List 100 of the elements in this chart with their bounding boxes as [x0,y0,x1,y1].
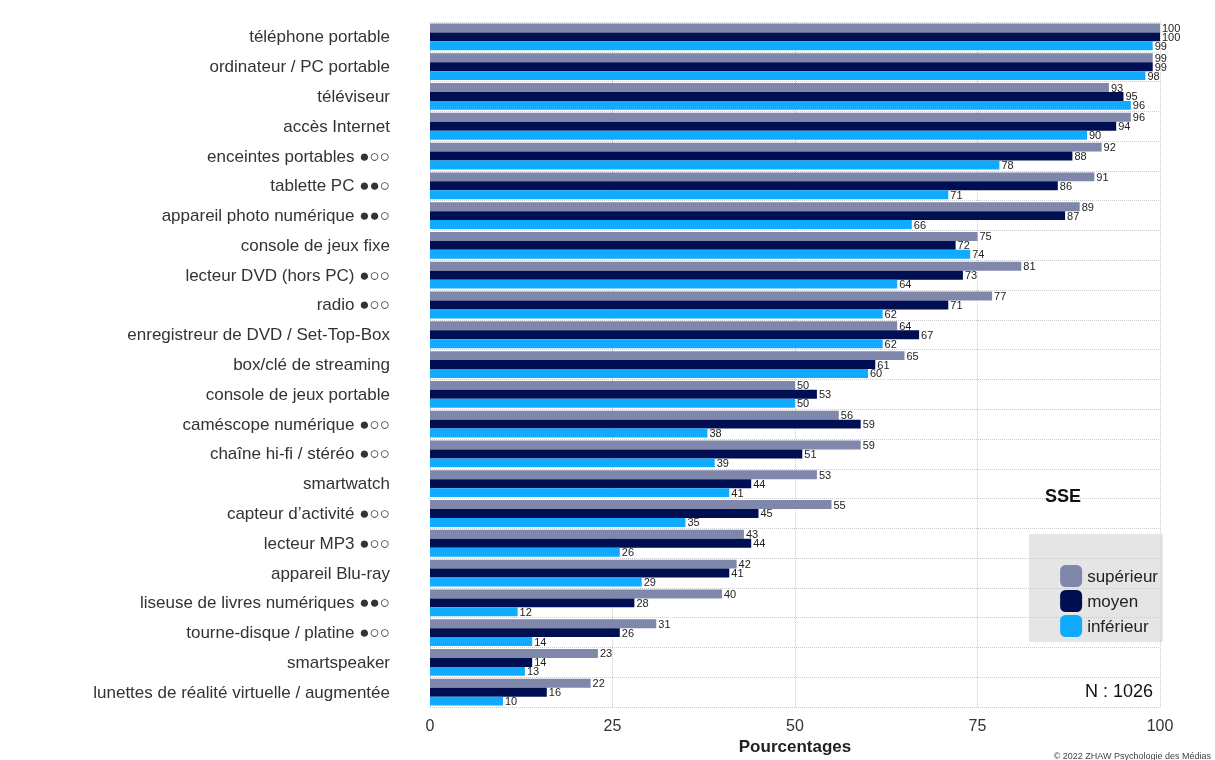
data-label: 35 [687,516,700,529]
data-label: 26 [621,626,635,639]
data-label: 72 [957,239,970,252]
data-label: 71 [950,298,963,311]
bar [430,428,708,438]
bar [430,687,547,697]
bar [430,628,620,638]
bar [430,181,1058,191]
x-tick-label: 50 [786,716,804,734]
bar [430,619,657,629]
data-label: 77 [994,290,1007,303]
y-tick-label: ordinateur / PC portable [209,57,390,77]
bar [430,41,1153,51]
bar [430,637,533,647]
y-tick-label: lecteur MP3 ●○○ [263,533,390,553]
annotation: N : 1026 [1084,681,1153,701]
bar [430,62,1153,72]
y-tick-label: lunettes de réalité virtuelle / augmentée [93,682,390,702]
y-tick-label: appareil photo numérique ●●○ [161,206,390,226]
y-tick-label: téléviseur [317,86,391,106]
data-label: 29 [643,575,656,588]
y-tick-label: appareil Blu-ray [270,563,391,583]
bar [430,488,730,498]
bar [430,509,759,518]
y-tick-label: enceintes portables ●○○ [207,146,390,166]
bar [430,538,752,548]
bar [430,279,898,289]
data-label: 55 [833,498,846,511]
y-tick-label: console de jeux fixe [240,235,390,255]
data-label: 26 [621,546,635,559]
data-label: 98 [1147,69,1160,82]
bar [430,440,861,450]
bar [430,53,1153,63]
data-label: 23 [599,647,613,660]
data-label: 64 [899,278,912,291]
data-label: 10 [505,695,518,708]
bar [430,360,876,370]
data-label: 39 [716,456,729,469]
data-label: 87 [1067,209,1080,222]
data-label: 67 [921,328,934,341]
bar [430,500,832,510]
bar [430,330,920,340]
y-tick-label: tablette PC ●●○ [270,176,390,196]
bar [430,389,817,399]
data-label: 93 [1110,81,1124,94]
text: © 2022 ZHAW Psychologie des Médias [1053,750,1212,760]
bar [430,598,635,608]
bar [430,190,949,200]
bar [430,458,715,468]
x-tick-label: 25 [603,716,622,734]
bar [430,151,1073,161]
bar [430,232,978,241]
bar [430,270,963,280]
x-tick-label: 0 [425,716,435,734]
legend-label: moyen [1087,591,1139,611]
data-label: 64 [899,319,912,332]
data-label: 38 [709,427,722,440]
bar [430,678,591,688]
bar [430,410,839,420]
data-label: 96 [1132,111,1146,124]
bar [430,240,956,250]
bar [430,369,868,378]
data-label: 62 [884,307,897,320]
bar [430,470,817,480]
data-label: 50 [797,379,810,392]
bar [430,321,898,331]
bar [430,479,752,489]
data-label: 94 [1118,120,1131,133]
y-tick-label: console de jeux portable [205,384,390,404]
legend-label: supérieur [1087,566,1159,586]
bar [430,249,971,259]
data-label: 22 [592,677,605,690]
bar [430,449,803,459]
data-label: 73 [964,269,978,282]
bar [430,649,598,658]
data-label: 53 [818,468,832,481]
y-tick-label: radio ●○○ [316,295,390,315]
x-axis-title: Pourcentages [738,737,852,756]
x-tick-label: 100 [1146,716,1174,734]
legend-label: inférieur [1087,616,1149,636]
data-label: 59 [862,418,875,431]
data-label: 81 [1023,260,1036,273]
data-label: 50 [797,397,810,410]
bar [430,130,1087,140]
data-label: 44 [753,477,766,490]
data-label: 31 [658,617,671,630]
bar [430,657,533,667]
data-label: 89 [1081,200,1094,213]
y-tick-label: enregistreur de DVD / Set-Top-Box [127,325,391,345]
bar [430,666,525,676]
bar [430,121,1117,131]
y-tick-label: smartspeaker [287,652,391,672]
bar [430,696,503,706]
data-label: 40 [724,587,737,600]
data-label: 66 [913,218,927,231]
data-label: 45 [760,507,773,520]
data-label: 53 [818,388,832,401]
bar [430,71,1146,81]
bar [430,291,993,301]
bar [430,380,795,390]
